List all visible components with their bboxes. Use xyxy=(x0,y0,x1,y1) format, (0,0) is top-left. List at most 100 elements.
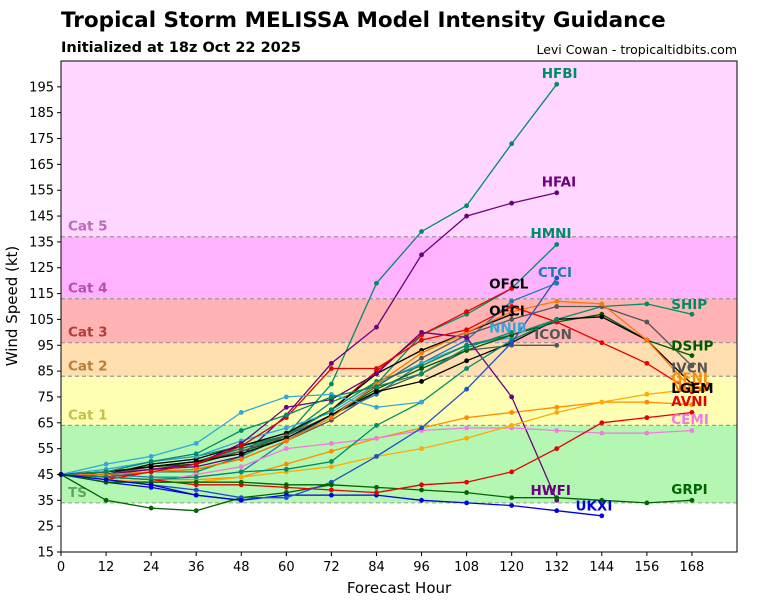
model-label-icon: ICON xyxy=(534,327,572,343)
data-point xyxy=(554,410,560,415)
band-label-cat-5: Cat 5 xyxy=(68,219,108,235)
x-tick-label: 36 xyxy=(188,560,205,575)
data-point xyxy=(148,469,154,475)
data-point xyxy=(283,466,289,472)
data-point xyxy=(689,402,695,408)
data-point xyxy=(329,366,334,371)
y-tick-label: 65 xyxy=(37,416,54,431)
band-cat-4 xyxy=(61,236,737,299)
data-point xyxy=(509,304,515,309)
data-point xyxy=(509,495,515,501)
data-point xyxy=(464,479,469,485)
data-point xyxy=(599,513,605,519)
data-point xyxy=(554,317,560,322)
x-tick-label: 12 xyxy=(98,560,115,575)
data-point xyxy=(509,422,515,428)
data-point xyxy=(329,394,334,400)
data-point xyxy=(148,464,154,470)
data-point xyxy=(419,252,424,258)
category-bands: TS Cat 1 Cat 2 Cat 3 Cat 4 Cat 5 xyxy=(61,61,737,504)
data-point xyxy=(238,410,244,415)
data-point xyxy=(103,497,109,503)
data-point xyxy=(509,340,515,346)
data-point xyxy=(509,309,515,315)
data-point xyxy=(509,394,515,400)
model-label-gfni: GFNI xyxy=(671,371,708,387)
data-point xyxy=(283,394,289,400)
data-point xyxy=(644,500,650,506)
data-point xyxy=(419,337,424,343)
data-point xyxy=(554,298,560,304)
data-point xyxy=(148,453,154,459)
data-point xyxy=(509,298,515,304)
data-point xyxy=(193,492,199,498)
data-point xyxy=(374,280,379,286)
data-point xyxy=(464,425,469,431)
y-tick-label: 55 xyxy=(37,442,54,457)
data-point xyxy=(554,508,560,514)
y-tick-label: 45 xyxy=(37,468,54,483)
data-point xyxy=(193,441,199,446)
x-tick-label: 0 xyxy=(57,560,65,575)
data-point xyxy=(644,360,650,366)
data-point xyxy=(374,384,379,390)
model-label-hfbi: HFBI xyxy=(542,66,578,82)
data-point xyxy=(599,301,605,307)
y-tick-label: 125 xyxy=(29,261,54,276)
data-point xyxy=(464,366,469,371)
series-line xyxy=(61,331,558,501)
data-point xyxy=(464,327,469,333)
data-point xyxy=(689,353,695,358)
data-point xyxy=(419,350,424,356)
data-point xyxy=(238,497,244,503)
data-point xyxy=(644,337,650,343)
model-series xyxy=(58,81,695,519)
band-cat-5 xyxy=(61,61,737,237)
x-tick-label: 120 xyxy=(499,560,524,575)
data-point xyxy=(283,446,289,452)
series-line xyxy=(60,318,557,481)
data-point xyxy=(374,324,379,330)
data-point xyxy=(419,497,424,503)
data-point xyxy=(554,342,560,348)
data-point xyxy=(374,371,379,377)
data-point xyxy=(283,495,289,501)
data-point xyxy=(283,412,289,418)
band-label-cat-4: Cat 4 xyxy=(68,281,108,297)
model-label-ncsa: NCSA xyxy=(671,380,713,396)
data-point xyxy=(374,435,379,441)
x-tick-label: 48 xyxy=(233,560,250,575)
data-point xyxy=(374,404,379,410)
data-point xyxy=(554,81,560,87)
data-point xyxy=(599,497,605,503)
band-ts xyxy=(61,425,737,503)
model-label-nnib: NNIB xyxy=(489,320,527,336)
data-point xyxy=(554,190,560,196)
model-label-ctci: CTCI xyxy=(538,265,572,281)
model-label-ukxi: UKXI xyxy=(576,499,613,515)
data-point xyxy=(689,410,695,415)
x-tick-label: 72 xyxy=(323,560,340,575)
data-point xyxy=(509,317,515,322)
series-unlabeled-19 xyxy=(58,410,695,495)
data-point xyxy=(329,360,334,366)
data-point xyxy=(599,340,605,346)
data-point xyxy=(509,286,515,291)
data-point xyxy=(419,371,424,377)
data-point xyxy=(148,459,154,464)
x-tick-label: 144 xyxy=(589,560,614,575)
data-point xyxy=(644,399,650,405)
data-point xyxy=(329,407,334,413)
y-tick-label: 115 xyxy=(29,287,54,302)
data-point xyxy=(464,386,469,392)
model-label-hwfi: HWFI xyxy=(530,483,570,499)
data-point xyxy=(644,301,650,307)
data-point xyxy=(329,464,334,470)
y-tick-label: 195 xyxy=(29,80,54,95)
x-tick-label: 132 xyxy=(544,560,569,575)
data-point xyxy=(419,366,424,371)
data-point xyxy=(644,391,650,397)
data-point xyxy=(238,428,244,433)
y-tick-label: 75 xyxy=(37,390,54,405)
